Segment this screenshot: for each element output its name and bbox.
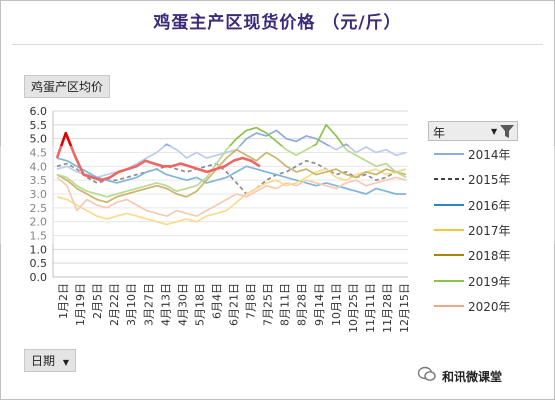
x-tick-label: 8月28日 — [296, 283, 309, 326]
x-tick-label: 1月19日 — [74, 283, 87, 326]
x-tick-label: 1月2日 — [57, 283, 70, 319]
title-divider — [12, 44, 543, 45]
legend-label: 2018年 — [468, 249, 511, 264]
x-tick-label: 9月14日 — [313, 283, 326, 326]
overlay-band — [0, 146, 555, 244]
legend-swatch — [434, 228, 464, 231]
y-tick-label: 2.5 — [30, 202, 48, 215]
x-tick-label: 5月18日 — [193, 283, 206, 326]
legend-label: 2014年 — [468, 148, 511, 162]
y-axis-ticks: 0.00.51.01.52.02.53.03.54.04.55.05.56.0 — [30, 105, 48, 284]
y-tick-label: 5.5 — [30, 119, 48, 132]
legend-label: 2017年 — [468, 223, 511, 238]
series-line-2015年 — [56, 159, 407, 195]
x-tick-label: 3月10日 — [125, 283, 138, 326]
series-line-2019年 — [56, 123, 407, 198]
legend-swatch — [434, 178, 464, 181]
legend-filter-label: 年 — [433, 126, 446, 140]
series-line-2016年 — [56, 157, 406, 195]
series-line-2017年 — [56, 168, 407, 226]
series-line-2018年 — [56, 148, 407, 204]
filter-icon[interactable] — [499, 124, 515, 139]
x-tick-label: 4月30日 — [176, 283, 189, 326]
chart-title: 鸡蛋主产区现货价格 （元/斤） — [153, 13, 402, 33]
legend-filter[interactable]: 年 ▼ — [428, 121, 518, 141]
y-tick-label: 4.5 — [30, 147, 48, 160]
x-tick-label: 11月11日 — [364, 283, 377, 333]
y-tick-label: 3.5 — [30, 174, 48, 187]
x-tick-label: 2月22日 — [108, 283, 121, 326]
x-tick-label: 6月4日 — [210, 283, 223, 319]
y-tick-label: 6.0 — [30, 105, 48, 118]
legend-label: 2019年 — [468, 274, 511, 289]
x-tick-label: 8月11日 — [279, 283, 292, 326]
x-tick-label: 3月27日 — [142, 283, 155, 326]
x-tick-label: 6月21日 — [228, 283, 241, 326]
y-tick-label: 1.0 — [30, 243, 48, 256]
wechat-icon — [417, 366, 436, 382]
x-tick-label: 7月25日 — [262, 283, 275, 326]
x-axis-ticks: 1月2日 1月19日 2月5日 2月22日 3月10日 3月27日 4月13日 4月30日 5月… — [57, 283, 411, 333]
value-field-button[interactable]: 鸡蛋产区均价 — [24, 75, 111, 98]
x-tick-label: 7月8日 — [245, 283, 258, 319]
legend-label: 2015年 — [468, 173, 511, 188]
x-tick-label: 4月13日 — [159, 283, 172, 326]
y-tick-label: 3.0 — [30, 188, 48, 201]
y-tick-label: 1.5 — [30, 230, 48, 243]
y-tick-label: 0.0 — [30, 271, 48, 284]
dropdown-arrow-icon[interactable]: ▼ — [491, 127, 498, 136]
axis-field-label: 日期 — [31, 354, 56, 368]
legend-label: 2020年 — [468, 299, 511, 314]
legend-swatch — [434, 254, 464, 257]
series-line-2014年 — [56, 129, 407, 179]
legend-swatch — [434, 304, 464, 307]
y-tick-label: 5.0 — [30, 133, 48, 146]
dropdown-arrow-icon: ▼ — [62, 358, 69, 367]
legend-swatch — [434, 203, 464, 206]
watermark: 和讯微课堂 — [442, 370, 503, 384]
x-tick-label: 12月15日 — [398, 283, 411, 333]
legend-swatch — [434, 279, 464, 282]
axis-field-button[interactable]: 日期 ▼ — [24, 349, 76, 372]
series-line-highlight — [55, 131, 261, 182]
x-tick-label: 10月1日 — [330, 283, 343, 326]
x-tick-label: 10月25日 — [347, 283, 360, 333]
y-tick-label: 0.5 — [30, 257, 48, 270]
series-line-2020年 — [56, 176, 407, 217]
series-lines — [55, 123, 407, 226]
legend-swatch — [434, 153, 464, 155]
y-tick-label: 4.0 — [30, 160, 48, 173]
y-tick-label: 2.0 — [30, 216, 48, 229]
x-tick-label: 11月28日 — [381, 283, 394, 333]
legend-label: 2016年 — [468, 198, 511, 213]
x-tick-label: 2月5日 — [91, 283, 104, 319]
